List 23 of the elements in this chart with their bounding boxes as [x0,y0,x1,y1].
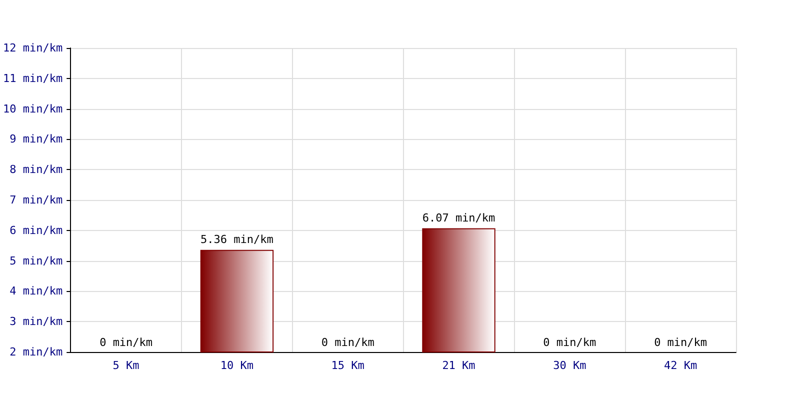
text: 0 min/km [654,336,708,349]
text: 0 min/km [100,336,153,349]
y-tick-label: 6 min/km [10,224,63,237]
x-tick-label: 10 Km [220,359,254,372]
x-tick-label: 30 Km [553,359,587,372]
x-tick-label: 5 Km [112,359,140,372]
x-tick-label: 21 Km [442,359,476,372]
data-label: 5.36 min/km [200,232,274,246]
y-tick-label: 12 min/km [2,42,63,54]
y-tick-label: 8 min/km [10,163,63,176]
y-tick-label: 11 min/km [2,72,63,85]
y-tick-label: 3 min/km [10,315,63,328]
text: 0 min/km [321,336,374,349]
y-tick-label: 5 min/km [10,254,63,268]
y-tick-label: 4 min/km [10,284,63,298]
x-tick-label: 42 Km [664,359,698,372]
data-label: 6.07 min/km [422,211,496,224]
x-tick-label: 15 Km [331,359,365,372]
y-tick-label: 2 min/km [10,346,63,358]
y-tick-label: 10 min/km [2,102,63,116]
y-tick-label: 9 min/km [10,132,63,146]
y-tick-label: 7 min/km [10,194,63,206]
text: 0 min/km [543,336,596,349]
